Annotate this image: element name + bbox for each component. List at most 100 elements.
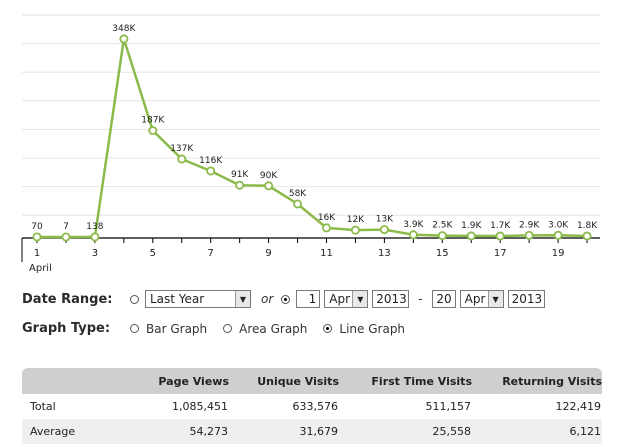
data-label: 3.9K: [403, 220, 424, 230]
x-tick-label: 7: [208, 248, 214, 259]
stats-header-returning-visits: Returning Visits: [472, 368, 602, 394]
stats-total-row: Total 1,085,451 633,576 511,157 122,419: [22, 394, 602, 419]
x-tick-label: 19: [552, 248, 565, 259]
x-tick-label: 3: [92, 248, 98, 259]
stats-header-unique-visits: Unique Visits: [229, 368, 339, 394]
bar-graph-option[interactable]: Bar Graph: [146, 321, 208, 336]
data-label: 12K: [347, 215, 365, 225]
data-label: 58K: [289, 189, 307, 199]
or-label: or: [261, 292, 274, 306]
data-label: 90K: [260, 171, 278, 181]
date-range-row: Date Range: Last Year ▼ or 1 Apr ▼ 2013 …: [22, 290, 545, 308]
preset-range-select[interactable]: Last Year ▼: [145, 290, 251, 308]
data-label: 7: [63, 222, 69, 232]
to-day-input[interactable]: 20: [431, 290, 456, 308]
area-graph-radio[interactable]: [223, 324, 233, 333]
from-year-input[interactable]: 2013: [372, 290, 410, 308]
preset-range-radio[interactable]: [130, 294, 139, 304]
visits-line-chart: 1 3 5 7 9 11 13 15 17 19 April 70 7 138 348K 187K 137K 11…: [21, 14, 600, 274]
data-point: [61, 232, 71, 242]
data-point: [293, 199, 303, 209]
x-tick-label: 17: [494, 248, 507, 259]
stats-cell: 511,157: [425, 400, 472, 413]
range-separator: -: [418, 292, 423, 306]
visits-stats-table: Page Views Unique Visits First Time Visi…: [22, 368, 602, 444]
graph-type-label: Graph Type:: [22, 321, 111, 336]
data-point: [177, 154, 187, 164]
stats-header-page-views: Page Views: [132, 368, 229, 394]
data-label: 3.0K: [548, 220, 569, 230]
month-label: April: [29, 263, 52, 274]
to-year-input[interactable]: 2013: [507, 290, 545, 308]
data-point: [264, 181, 274, 191]
x-tick-label: 1: [34, 248, 40, 259]
data-point: [466, 231, 476, 241]
stats-cell: 122,419: [555, 400, 602, 413]
chevron-down-icon: ▼: [352, 291, 368, 307]
data-label: 70: [31, 222, 43, 232]
x-tick-label: 11: [320, 248, 333, 259]
line-graph-option[interactable]: Line Graph: [339, 321, 406, 336]
x-tick-label: 15: [436, 248, 449, 259]
chevron-down-icon: ▼: [235, 291, 250, 307]
data-point: [582, 231, 592, 241]
data-label: 137K: [170, 144, 194, 154]
data-point: [379, 225, 389, 235]
date-range-label: Date Range:: [22, 291, 113, 307]
data-label: 1.8K: [577, 221, 598, 231]
data-point: [32, 232, 42, 242]
from-month-select[interactable]: Apr ▼: [324, 290, 369, 308]
graph-type-row: Graph Type: Bar Graph Area Graph Line Gr…: [22, 321, 405, 336]
stats-header-row: Page Views Unique Visits First Time Visi…: [22, 368, 602, 394]
data-label: 1.7K: [490, 221, 511, 231]
data-point: [206, 166, 216, 176]
data-label: 138: [86, 222, 103, 232]
x-tick-label: 5: [150, 248, 156, 259]
stats-cell: 54,273: [132, 419, 229, 444]
bar-graph-radio[interactable]: [130, 324, 139, 333]
stats-cell: Total: [30, 400, 56, 413]
stats-cell: Average: [22, 419, 132, 444]
data-label: 2.9K: [519, 220, 540, 230]
data-point: [524, 230, 534, 240]
chevron-down-icon: ▼: [487, 291, 503, 307]
line-graph-radio[interactable]: [323, 324, 333, 333]
stats-cell: 1,085,451: [172, 400, 228, 413]
stats-average-row: Average 54,273 31,679 25,558 6,121: [22, 419, 602, 444]
stats-cell: 31,679: [229, 419, 339, 444]
x-tick-label: 13: [378, 248, 391, 259]
data-point: [553, 230, 563, 240]
stats-cell: 6,121: [472, 419, 602, 444]
data-point: [119, 34, 129, 44]
preset-range-value: Last Year: [150, 292, 205, 306]
data-point: [90, 232, 100, 242]
data-label: 16K: [318, 213, 336, 223]
data-label: 348K: [112, 24, 136, 34]
data-label: 2.5K: [432, 221, 453, 231]
x-tick-label: 9: [265, 248, 271, 259]
data-point: [321, 223, 331, 233]
data-point: [408, 230, 418, 240]
data-label: 187K: [141, 116, 165, 126]
from-month-value: Apr: [329, 292, 351, 306]
data-label: 1.9K: [461, 221, 482, 231]
area-graph-option[interactable]: Area Graph: [239, 321, 308, 336]
stats-header-blank: [22, 368, 132, 394]
data-label: 91K: [231, 170, 249, 180]
series-line: [36, 37, 588, 239]
data-point: [437, 231, 447, 241]
data-point: [148, 126, 158, 136]
stats-cell: 633,576: [292, 400, 339, 413]
to-month-select[interactable]: Apr ▼: [459, 290, 504, 308]
stats-cell: 25,558: [339, 419, 472, 444]
from-day-input[interactable]: 1: [296, 290, 321, 308]
data-point: [350, 225, 360, 235]
data-point: [495, 231, 505, 241]
custom-range-radio[interactable]: [281, 294, 291, 304]
data-label: 116K: [199, 156, 223, 166]
to-month-value: Apr: [464, 292, 486, 306]
stats-header-first-time-visits: First Time Visits: [339, 368, 472, 394]
data-point: [235, 180, 245, 190]
data-label: 13K: [376, 215, 394, 225]
